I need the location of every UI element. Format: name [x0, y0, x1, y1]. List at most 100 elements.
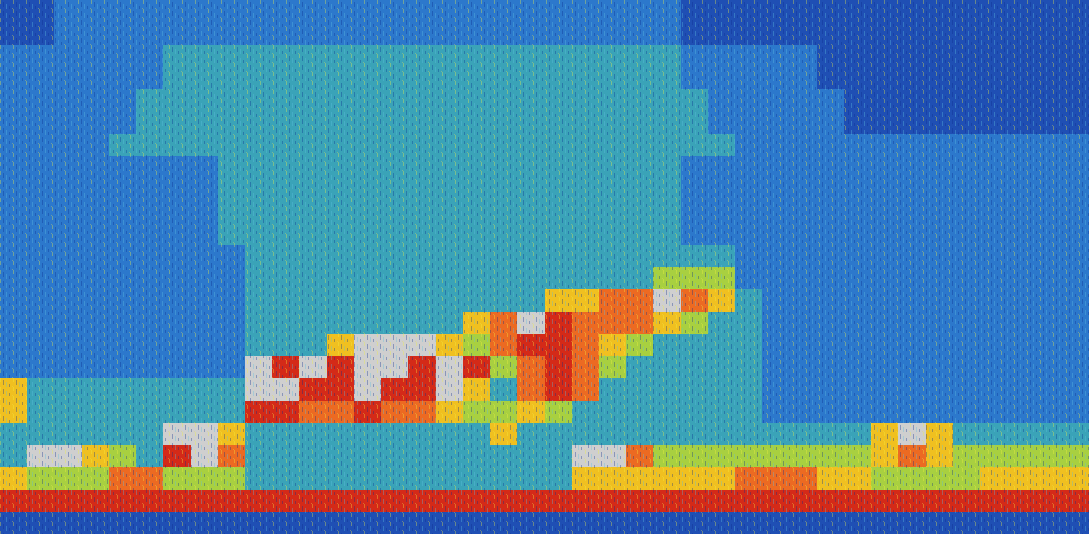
cell	[272, 423, 300, 446]
cell	[299, 356, 327, 379]
cell	[109, 356, 137, 379]
cell	[299, 0, 327, 23]
cell	[790, 67, 818, 90]
cell	[817, 401, 845, 424]
cell	[354, 401, 382, 424]
cell	[463, 111, 491, 134]
cell	[82, 401, 110, 424]
cell	[1007, 267, 1035, 290]
cell	[545, 89, 573, 112]
cell	[463, 245, 491, 268]
cell	[898, 156, 926, 179]
cell	[1007, 289, 1035, 312]
cell	[381, 0, 409, 23]
cell	[436, 134, 464, 157]
cell	[572, 378, 600, 401]
cell	[545, 267, 573, 290]
cell	[790, 156, 818, 179]
cell	[762, 378, 790, 401]
cell	[27, 401, 55, 424]
cell	[817, 200, 845, 223]
cell	[1035, 22, 1063, 45]
cell	[299, 423, 327, 446]
cell	[762, 0, 790, 23]
cell	[1035, 111, 1063, 134]
cell	[517, 401, 545, 424]
cell	[708, 312, 736, 335]
cell	[1007, 423, 1035, 446]
cell	[354, 334, 382, 357]
cell	[653, 223, 681, 246]
cell	[953, 334, 981, 357]
cell	[953, 378, 981, 401]
cell	[572, 200, 600, 223]
cell	[245, 334, 273, 357]
cell	[436, 200, 464, 223]
cell	[54, 134, 82, 157]
cell	[626, 67, 654, 90]
cell	[436, 289, 464, 312]
cell	[871, 200, 899, 223]
cell	[109, 89, 137, 112]
cell	[82, 378, 110, 401]
cell	[381, 245, 409, 268]
cell	[436, 423, 464, 446]
cell	[898, 111, 926, 134]
cell	[681, 111, 709, 134]
cell	[272, 356, 300, 379]
cell	[844, 467, 872, 490]
cell	[408, 89, 436, 112]
cell	[54, 223, 82, 246]
cell	[381, 67, 409, 90]
cell	[272, 223, 300, 246]
cell	[408, 156, 436, 179]
cell	[790, 45, 818, 68]
cell	[1035, 423, 1063, 446]
cell	[1062, 512, 1089, 534]
cell	[191, 89, 219, 112]
cell	[0, 45, 28, 68]
cell	[27, 512, 55, 534]
cell	[926, 312, 954, 335]
cell	[381, 178, 409, 201]
cell	[1007, 401, 1035, 424]
cell	[735, 245, 763, 268]
cell	[408, 467, 436, 490]
cell	[408, 134, 436, 157]
cell	[327, 423, 355, 446]
cell	[54, 45, 82, 68]
cell	[27, 200, 55, 223]
cell	[599, 312, 627, 335]
cell	[599, 67, 627, 90]
cell	[1035, 223, 1063, 246]
cell	[163, 378, 191, 401]
cell	[136, 67, 164, 90]
cell	[54, 156, 82, 179]
cell	[82, 245, 110, 268]
cell	[245, 512, 273, 534]
cell	[82, 89, 110, 112]
cell	[54, 0, 82, 23]
cell	[218, 178, 246, 201]
cell	[844, 312, 872, 335]
cell	[436, 0, 464, 23]
cell	[844, 67, 872, 90]
cell	[762, 267, 790, 290]
cell	[109, 445, 137, 468]
cell	[1062, 334, 1089, 357]
cell	[871, 401, 899, 424]
cell	[817, 267, 845, 290]
cell	[109, 289, 137, 312]
cell	[82, 67, 110, 90]
cell	[163, 356, 191, 379]
cell	[735, 22, 763, 45]
cell	[653, 0, 681, 23]
cell	[926, 467, 954, 490]
cell	[735, 156, 763, 179]
cell	[626, 45, 654, 68]
cell	[1035, 334, 1063, 357]
cell	[790, 401, 818, 424]
cell	[54, 334, 82, 357]
cell	[844, 111, 872, 134]
cell	[953, 490, 981, 513]
